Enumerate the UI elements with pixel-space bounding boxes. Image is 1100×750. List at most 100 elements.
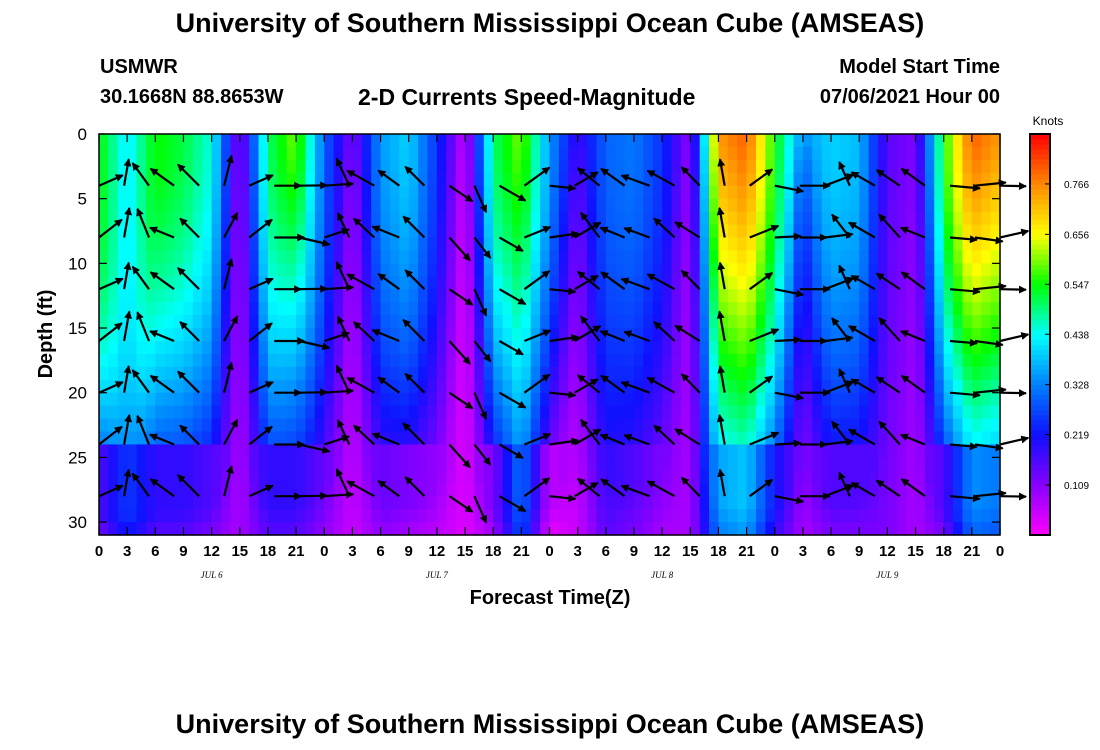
- heatmap-cell: [380, 263, 391, 277]
- heatmap-cell: [718, 185, 729, 200]
- x-tick-label: 0: [771, 543, 779, 560]
- heatmap-cell: [183, 392, 194, 407]
- current-vector-arrow: [298, 339, 331, 351]
- heatmap-cell: [671, 366, 682, 381]
- heatmap-cell: [286, 146, 297, 161]
- heatmap-cell: [343, 237, 354, 252]
- heatmap-cell: [192, 340, 203, 355]
- heatmap-cell: [108, 496, 119, 510]
- heatmap-cell: [840, 211, 851, 226]
- current-vector-arrow: [179, 321, 200, 342]
- heatmap-cell: [784, 302, 795, 316]
- heatmap-cell: [502, 340, 513, 355]
- heatmap-cell: [577, 198, 588, 213]
- heatmap-cell: [324, 263, 335, 277]
- heatmap-cell: [389, 172, 400, 187]
- heatmap-cell: [211, 276, 222, 290]
- heatmap-cell: [465, 328, 476, 342]
- heatmap-cell: [549, 405, 560, 420]
- heatmap-cell: [155, 302, 166, 316]
- heatmap-cell: [258, 470, 269, 484]
- heatmap-cell: [540, 353, 551, 368]
- heatmap-cell: [286, 496, 297, 510]
- heatmap-cell: [117, 444, 128, 458]
- heatmap-cell: [971, 172, 982, 187]
- heatmap-cell: [877, 185, 888, 200]
- heatmap-cell: [465, 418, 476, 433]
- heatmap-cell: [483, 431, 494, 446]
- heatmap-cell: [568, 496, 579, 510]
- heatmap-cell: [333, 379, 344, 394]
- heatmap-cell: [202, 366, 213, 381]
- colorbar-segment: [1030, 369, 1050, 376]
- heatmap-cell: [821, 457, 832, 471]
- heatmap-cell: [361, 146, 372, 161]
- heatmap-cell: [380, 470, 391, 484]
- current-vector-arrow: [448, 340, 471, 365]
- heatmap-cell: [277, 470, 288, 484]
- heatmap-cell: [258, 392, 269, 407]
- current-vector-arrow: [402, 319, 426, 342]
- heatmap-cell: [361, 237, 372, 252]
- heatmap-cell: [812, 379, 823, 394]
- heatmap-cell: [671, 211, 682, 226]
- heatmap-cell: [164, 224, 175, 239]
- heatmap-cell: [483, 263, 494, 277]
- heatmap-cell: [643, 405, 654, 420]
- heatmap-cell: [361, 444, 372, 458]
- heatmap-cell: [277, 134, 288, 148]
- heatmap-cell: [924, 134, 935, 148]
- heatmap-cell: [765, 340, 776, 355]
- heatmap-cell: [990, 315, 1001, 329]
- heatmap-cell: [690, 328, 701, 342]
- heatmap-cell: [380, 496, 391, 510]
- heatmap-cell: [821, 496, 832, 510]
- heatmap-cell: [990, 289, 1001, 303]
- heatmap-cell: [127, 405, 138, 420]
- current-vector-arrow: [878, 420, 901, 446]
- heatmap-cell: [352, 340, 363, 355]
- heatmap-cell: [455, 366, 466, 381]
- heatmap-cell: [737, 146, 748, 161]
- heatmap-cell: [643, 431, 654, 446]
- heatmap-cell: [737, 405, 748, 420]
- heatmap-cell: [371, 146, 382, 161]
- heatmap-cell: [399, 250, 410, 264]
- heatmap-cell: [549, 340, 560, 355]
- heatmap-cell: [380, 134, 391, 148]
- heatmap-cell: [352, 379, 363, 394]
- current-vector-arrow: [179, 217, 200, 239]
- colorbar-segment: [1030, 329, 1050, 335]
- heatmap-cell: [624, 509, 635, 523]
- heatmap-cell: [652, 522, 663, 536]
- heatmap-cell: [633, 211, 644, 226]
- heatmap-cell: [924, 237, 935, 252]
- heatmap-cell: [840, 146, 851, 161]
- heatmap-cell: [962, 250, 973, 264]
- heatmap-cell: [249, 431, 260, 446]
- heatmap-cell: [624, 159, 635, 174]
- heatmap-cell: [314, 392, 325, 407]
- heatmap-cell: [343, 405, 354, 420]
- heatmap-cell: [239, 159, 250, 174]
- heatmap-cell: [202, 211, 213, 226]
- heatmap-cell: [540, 250, 551, 264]
- heatmap-cell: [662, 237, 673, 252]
- heatmap-cell: [727, 302, 738, 316]
- current-vector-arrow: [749, 431, 780, 446]
- heatmap-cell: [906, 483, 917, 497]
- heatmap-cell: [202, 483, 213, 497]
- heatmap-cell: [699, 172, 710, 187]
- heatmap-cell: [953, 134, 964, 148]
- heatmap-cell: [840, 392, 851, 407]
- heatmap-cell: [868, 444, 879, 458]
- heatmap-cell: [418, 379, 429, 394]
- heatmap-cell: [202, 146, 213, 161]
- heatmap-cell: [267, 263, 278, 277]
- heatmap-cell: [324, 185, 335, 200]
- heatmap-cell: [352, 198, 363, 213]
- heatmap-cell: [943, 146, 954, 161]
- heatmap-cell: [765, 470, 776, 484]
- heatmap-cell: [633, 198, 644, 213]
- heatmap-cell: [990, 457, 1001, 471]
